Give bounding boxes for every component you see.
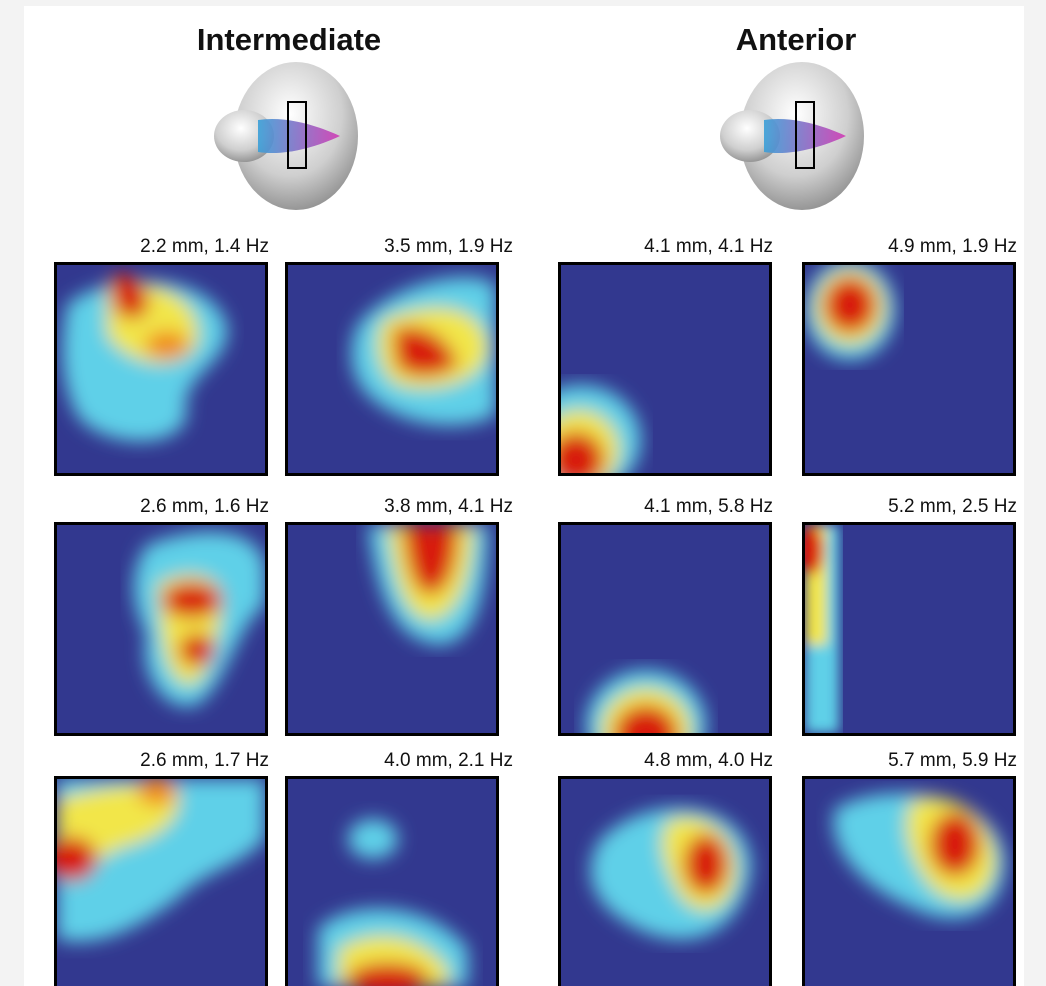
panel-label: 4.1 mm, 4.1 Hz [644, 236, 773, 257]
brain-illustration-anterior [720, 62, 864, 210]
brain-illustration-intermediate [214, 62, 358, 210]
heatmap-panel [285, 776, 499, 986]
figure: Intermediate Anterior [24, 6, 1024, 986]
heatmap-panel [802, 262, 1016, 476]
heatmap-panel [285, 262, 499, 476]
group-title-intermediate: Intermediate [196, 22, 382, 57]
heatmap-panel [802, 776, 1016, 986]
panel-label: 2.2 mm, 1.4 Hz [140, 236, 269, 257]
group-title-anterior: Anterior [735, 22, 857, 57]
heatmap-panel [558, 522, 772, 736]
panel-label: 2.6 mm, 1.7 Hz [140, 750, 269, 771]
heatmap-panel [54, 776, 268, 986]
panel-label: 3.5 mm, 1.9 Hz [384, 236, 513, 257]
panel-label: 2.6 mm, 1.6 Hz [140, 496, 269, 517]
panel-label: 4.1 mm, 5.8 Hz [644, 496, 773, 517]
heatmap-panel [54, 522, 268, 736]
panel-label: 5.2 mm, 2.5 Hz [888, 496, 1017, 517]
heatmap-panel [558, 776, 772, 986]
heatmap-panel [54, 262, 268, 476]
panel-label: 4.0 mm, 2.1 Hz [384, 750, 513, 771]
panel-label: 4.8 mm, 4.0 Hz [644, 750, 773, 771]
heatmap-panel [285, 522, 499, 736]
heatmap-panel [802, 522, 1016, 736]
panel-label: 4.9 mm, 1.9 Hz [888, 236, 1017, 257]
panel-label: 5.7 mm, 5.9 Hz [888, 750, 1017, 771]
panel-label: 3.8 mm, 4.1 Hz [384, 496, 513, 517]
heatmap-panel [558, 262, 772, 476]
